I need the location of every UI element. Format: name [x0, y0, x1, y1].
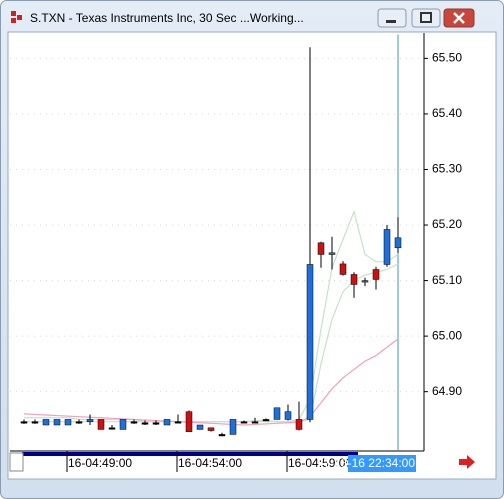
x-tick-label: 16-04:49:00: [68, 456, 132, 470]
scroll-box[interactable]: [9, 452, 24, 472]
candle-body: [174, 421, 182, 424]
scroll-right-arrow[interactable]: [459, 455, 475, 469]
candle-body: [262, 419, 270, 422]
y-tick-label: 65.30: [432, 162, 462, 176]
candle-body: [295, 419, 303, 430]
candle-body: [75, 421, 83, 424]
candle-body: [207, 427, 215, 431]
cursor-label: 7-18-16 22:34:00: [324, 456, 416, 470]
x-tick-label: 16-04:59:00: [288, 456, 352, 470]
y-tick-label: 64.90: [432, 384, 462, 398]
candle-body: [185, 411, 193, 432]
close-button[interactable]: [443, 8, 475, 28]
y-tick-label: 65.10: [432, 273, 462, 287]
client-area: [7, 31, 497, 480]
candle-body: [328, 252, 336, 255]
candle-body: [361, 280, 369, 283]
candle-body: [383, 229, 391, 265]
window-title: S.TXN - Texas Instruments Inc, 30 Sec ..…: [30, 11, 304, 25]
candle-body: [119, 419, 127, 430]
candle-body: [196, 424, 204, 430]
candle-body: [86, 419, 94, 422]
candle-body: [394, 237, 402, 249]
candle-body: [251, 421, 259, 424]
candle-body: [141, 422, 149, 425]
plot: 64.90 65.00 65.10 65.20 65.30 65.40 65.50 16-04…: [10, 34, 462, 472]
candle-body: [240, 421, 248, 424]
candle-body: [130, 421, 138, 424]
candle-body: [152, 422, 160, 425]
candle-body: [339, 263, 347, 275]
y-tick-label: 65.20: [432, 217, 462, 231]
candle-body: [273, 407, 281, 420]
candle-body: [42, 419, 50, 426]
candle-body: [97, 419, 105, 430]
y-tick-label: 65.00: [432, 328, 462, 342]
minimize-button[interactable]: [377, 8, 407, 28]
candle-body: [20, 421, 28, 424]
candle-body: [53, 419, 61, 426]
maximize-button[interactable]: [411, 8, 441, 28]
x-tick-label: 16-04:54:00: [178, 456, 242, 470]
y-tick-label: 65.50: [432, 51, 462, 65]
moving-average: [23, 338, 399, 426]
candle-body: [306, 264, 314, 420]
moving-average: [24, 263, 399, 423]
candle-body: [218, 434, 226, 437]
candle-body: [350, 274, 358, 285]
candle-body: [163, 419, 171, 426]
candle-body: [229, 419, 237, 435]
candle-body: [31, 421, 39, 424]
candle-body: [284, 411, 292, 420]
candle-body: [108, 427, 116, 430]
app-icon: [11, 11, 22, 23]
candle-body: [317, 242, 325, 255]
candle-body: [372, 269, 380, 280]
y-tick-label: 65.40: [432, 106, 462, 120]
scrollbar[interactable]: [22, 452, 358, 456]
cursor-label-bg: [348, 455, 416, 472]
candle-body: [64, 419, 72, 426]
